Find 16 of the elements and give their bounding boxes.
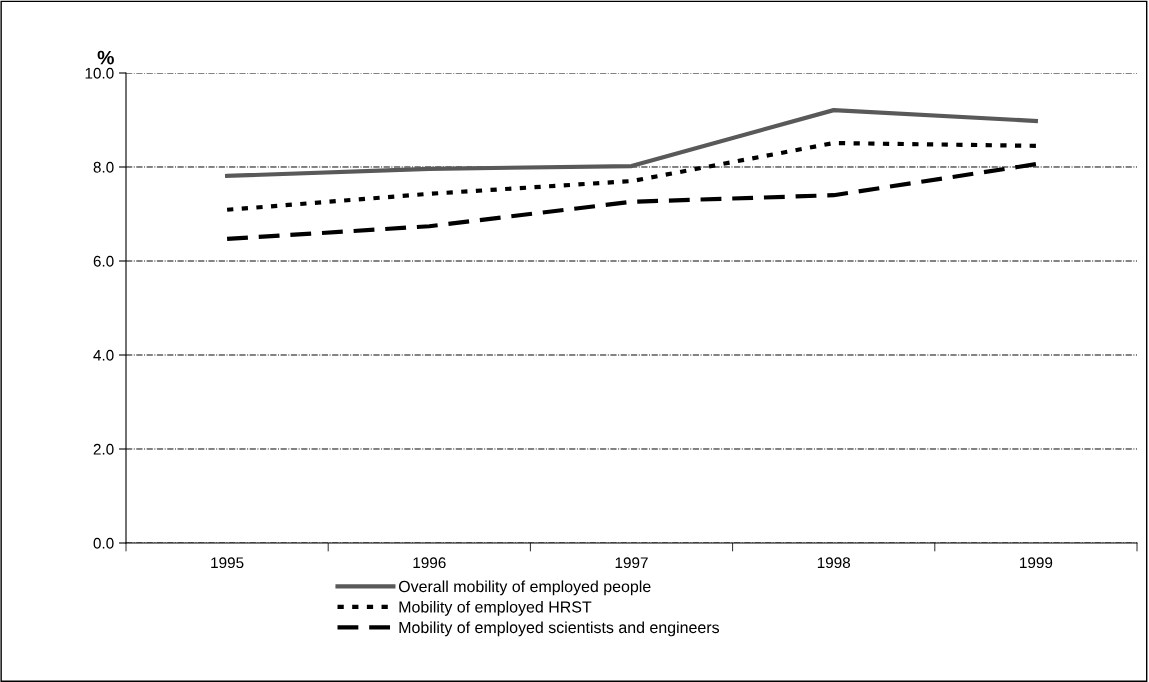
y-tick-label: 8.0 xyxy=(93,161,114,173)
legend-label: Mobility of employed HRST xyxy=(399,600,592,616)
y-tick-label: 6.0 xyxy=(93,255,114,267)
y-tick-label: 10.0 xyxy=(85,67,114,79)
y-tick-label: 4.0 xyxy=(93,349,114,361)
x-tick-label: 1998 xyxy=(817,557,851,569)
y-tick-label: 2.0 xyxy=(93,443,114,455)
x-tick-label: 1996 xyxy=(413,557,446,569)
legend-label: Overall mobility of employed people xyxy=(398,580,651,596)
x-tick-label: 1995 xyxy=(211,557,244,569)
x-tick-label: 1997 xyxy=(615,557,648,569)
y-axis-title: % xyxy=(97,50,114,65)
line-series xyxy=(225,108,1038,179)
y-tick-label: 0.0 xyxy=(93,537,114,549)
x-tick-label: 1999 xyxy=(1020,557,1053,569)
legend-label: Mobility of employed scientists and engineers xyxy=(399,621,720,637)
